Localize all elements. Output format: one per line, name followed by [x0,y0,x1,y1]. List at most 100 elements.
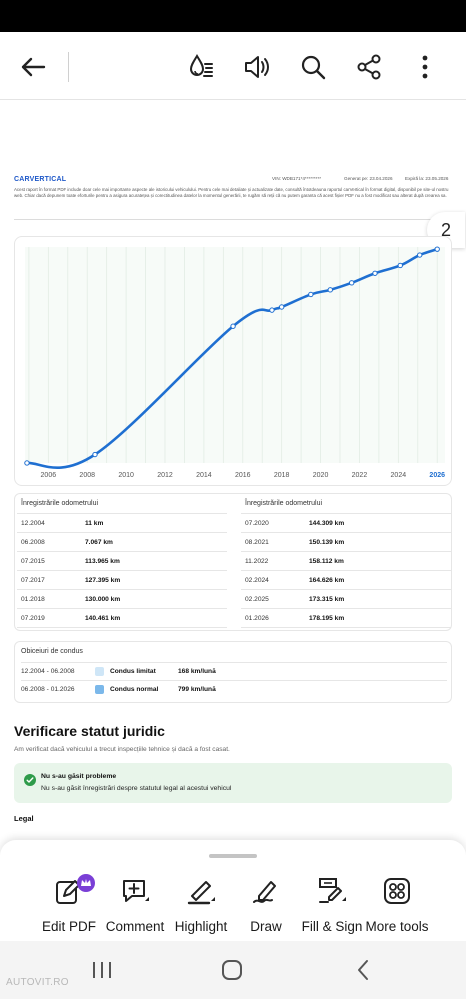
sheet-drag-handle[interactable] [209,854,257,858]
x-tick-label: 2020 [313,472,329,479]
odometer-row: 06.2008 7.067 km [17,533,227,552]
read-aloud-icon[interactable] [240,50,274,84]
tool-comment[interactable]: Comment [97,876,173,936]
more-tools-icon [384,878,410,904]
odometer-data-point [24,460,30,466]
odometer-data-point [327,287,333,293]
app-toolbar [0,32,466,100]
odometer-data-point [92,451,98,458]
habit-color-swatch [95,685,104,694]
tool-label: Fill & Sign [301,919,363,934]
odometer-date: 02.2024 [245,576,269,584]
comment-icon [123,880,149,902]
odometer-date: 07.2019 [21,614,45,622]
driving-habits-box: Obiceiuri de condus 12.2004 - 06.2008 Co… [14,641,452,703]
tool-label: Draw [250,919,282,934]
liquid-mode-icon[interactable] [184,50,218,84]
habit-label: Condus normal [110,686,159,693]
odometer-date: 08.2021 [245,538,269,546]
legal-status-result: Nu s-au găsit probleme [41,773,117,780]
odometer-date: 07.2017 [21,576,45,584]
odometer-date: 07.2020 [245,519,269,527]
driving-habit-row: 12.2004 - 06.2008 Condus limitat 168 km/… [21,662,447,680]
tool-more-tools[interactable]: More tools [359,876,435,936]
odometer-data-point [269,307,275,313]
tool-label: Highlight [174,919,228,934]
x-tick-label: 2010 [118,472,134,479]
x-tick-label: 2016 [235,472,251,479]
odometer-value: 158.112 km [309,557,344,565]
header-divider [14,219,454,220]
odometer-value: 144.309 km [309,519,345,527]
tool-edit-pdf[interactable]: Edit PDF [31,874,107,936]
x-tick-label: 2008 [79,472,95,479]
x-tick-label: 2014 [196,472,212,479]
odometer-row: 11.2022 158.112 km [241,552,451,571]
x-tick-label: 2018 [274,472,290,479]
back-arrow-icon[interactable] [16,50,50,84]
legal-status-subtitle: Am verificat dacă vehiculul a trecut ins… [14,746,230,753]
pdf-page-view[interactable]: CARVERTICAL VIN: WDB171*4********* Gener… [0,101,466,841]
odometer-value: 113.965 km [85,557,120,565]
odometer-data-point [308,291,314,298]
odometer-date: 01.2018 [21,595,45,603]
odometer-row: 02.2024 164.626 km [241,571,451,590]
driving-habit-row: 06.2008 - 01.2026 Condus normal 799 km/l… [21,680,447,698]
odometer-date: 06.2008 [21,538,45,546]
odometer-table-left: Înregistrările odometrului 12.2004 11 km 0… [17,496,227,628]
plot-area [25,247,445,463]
odometer-row: 01.2018 130.000 km [17,590,227,609]
odometer-records-box: Înregistrările odometrului 12.2004 11 km 0… [14,493,452,631]
driving-habits-title: Obiceiuri de condus [21,648,83,655]
tool-draw[interactable]: Draw [228,876,304,936]
search-icon[interactable] [296,50,330,84]
x-tick-label: 2024 [391,472,407,479]
odometer-value: 127.395 km [85,576,121,584]
tool-fill-sign[interactable]: Fill & Sign [294,876,370,936]
habit-color-swatch [95,667,104,676]
share-icon[interactable] [352,50,386,84]
odometer-row: 12.2004 11 km [17,514,227,533]
habit-label: Condus limitat [110,668,156,675]
tool-label: Edit PDF [41,919,96,934]
home-icon[interactable] [212,955,252,985]
habit-period: 12.2004 - 06.2008 [21,668,75,675]
odometer-data-point [278,304,285,310]
odometer-data-point [417,252,423,258]
watermark-text: AUTOVIT.RO [6,977,69,988]
odometer-data-point [397,262,403,269]
tools-bottom-sheet: Edit PDF Comment Highlight Draw Fill & S… [0,840,466,941]
odometer-row: 07.2017 127.395 km [17,571,227,590]
odometer-value: 11 km [85,519,104,527]
recents-icon[interactable] [82,955,122,985]
odometer-data-point [434,246,440,252]
odometer-row: 07.2015 113.965 km [17,552,227,571]
odometer-row: 02.2025 173.315 km [241,590,451,609]
legal-status-title: Verificare statut juridic [14,723,165,739]
odometer-data-point [230,323,236,329]
odometer-row: 07.2020 144.309 km [241,514,451,533]
odometer-date: 11.2022 [245,557,269,565]
generated-date: Generat pe: 23.04.2026 [344,176,393,181]
tool-label: More tools [365,919,429,934]
odometer-value: 140.461 km [85,614,121,622]
draw-icon [253,881,276,903]
more-vertical-icon[interactable] [408,50,442,84]
premium-crown-icon [77,874,95,892]
tool-highlight[interactable]: Highlight [163,876,239,936]
odometer-chart: 2006 2008 2010 2012 2014 2016 2018 2020 2022 2024… [14,236,452,486]
odometer-date: 02.2025 [245,595,269,603]
back-icon[interactable] [343,955,383,985]
odometer-value: 150.139 km [309,538,345,546]
check-circle-icon [24,774,36,786]
fill-sign-icon [319,878,346,903]
legal-status-box: Nu s-au găsit probleme Nu s-au găsit înr… [14,763,452,803]
odometer-table-title: Înregistrările odometrului [17,496,227,514]
odometer-value: 7.067 km [85,538,113,546]
expiry-date: Expiră la: 23.05.2026 [405,176,449,181]
toolbar-divider [68,52,69,82]
odometer-row: 08.2021 150.139 km [241,533,451,552]
odometer-value: 178.195 km [309,614,345,622]
odometer-table-right: Înregistrările odometrului 07.2020 144.30… [241,496,451,628]
odometer-date: 01.2026 [245,614,269,622]
